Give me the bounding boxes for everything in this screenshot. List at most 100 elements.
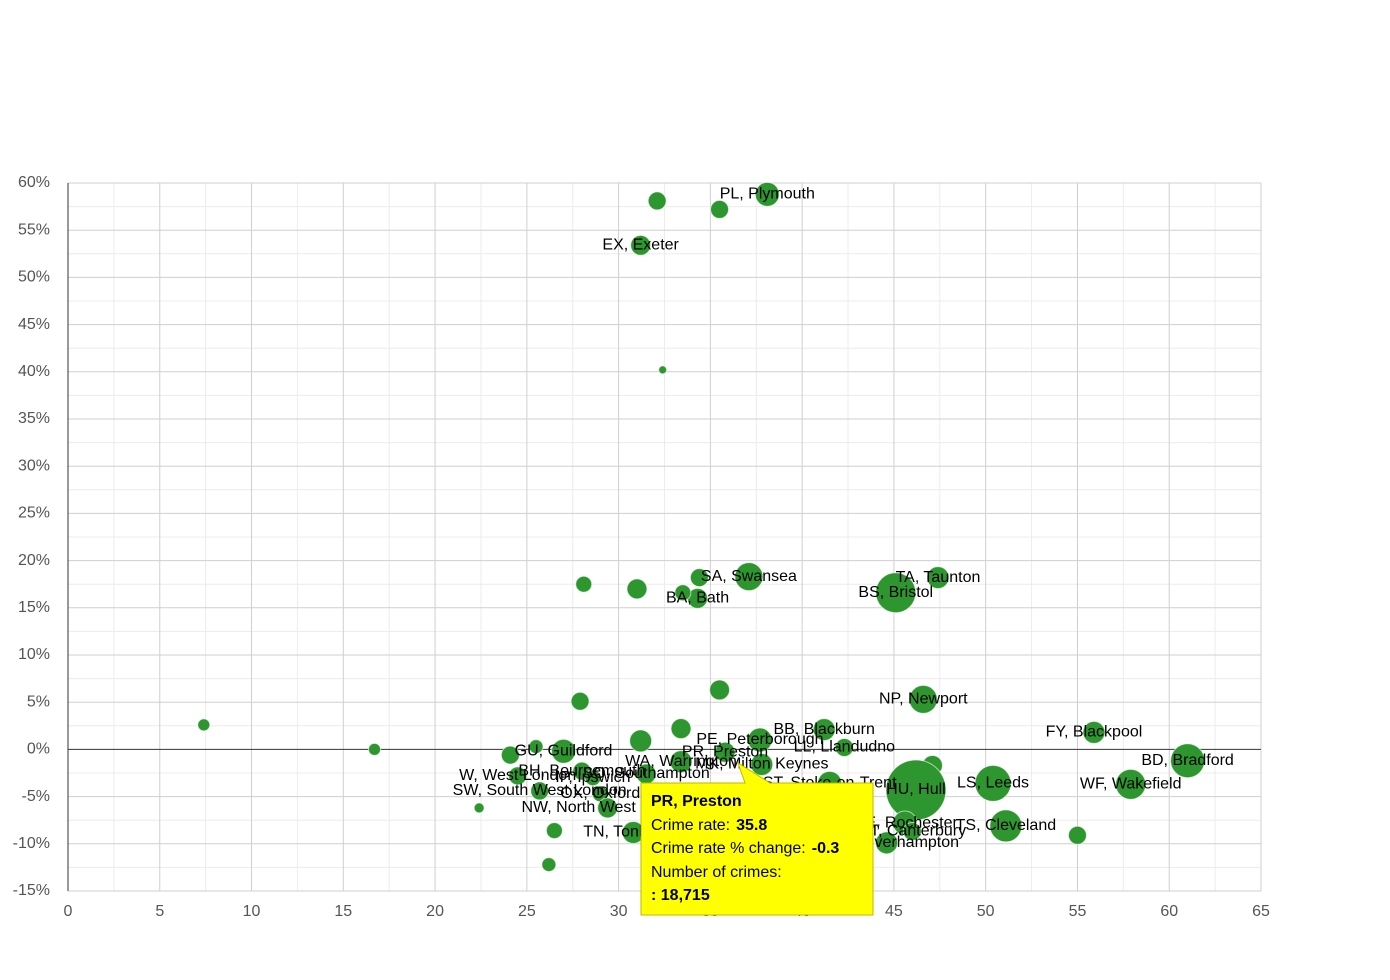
bubble-label: OX, Oxford: [560, 785, 640, 802]
bubble: [747, 727, 773, 753]
bubble: [714, 741, 736, 763]
x-tick-label: 55: [1069, 903, 1087, 920]
x-tick-label: 60: [1160, 903, 1178, 920]
bubble: [689, 568, 709, 588]
bubble: [670, 718, 692, 740]
bubble-label: CT, Canterbury: [858, 823, 966, 840]
bubble-labels: PL, Plymouth EX, Exeter SA, Swansea BA, Bat…: [453, 186, 1234, 852]
bubble-label: EX, Exeter: [602, 237, 679, 254]
bubble-label: FY, Blackpool: [1046, 724, 1143, 741]
bubble-label: ME, Rochester: [852, 814, 958, 831]
tooltip-label: Crime rate % change:: [651, 840, 806, 857]
tooltip-box: [640, 761, 874, 916]
bubble-label: PE, Peterborough: [696, 731, 823, 748]
y-tick-label: -10%: [13, 835, 50, 852]
bubble: [875, 831, 899, 855]
bubble-label: BH, Bournemouth: [518, 762, 645, 779]
x-tick-label: 30: [610, 903, 628, 920]
bubble: [570, 691, 590, 711]
tooltip-title: PR, Preston: [651, 793, 742, 810]
bubble: [709, 679, 731, 701]
bubble-label: WF, Wakefield: [1080, 776, 1182, 793]
bubble: [974, 764, 1012, 802]
tooltip-label: Crime rate:: [651, 817, 730, 834]
bubble-label: LS, Leeds: [957, 775, 1029, 792]
bubble-label: SA, Swansea: [701, 568, 797, 585]
bubble: [669, 750, 693, 774]
bubble: [528, 739, 544, 755]
x-tick-label: 15: [334, 903, 352, 920]
bubble: [1067, 825, 1087, 845]
bubble: [629, 729, 653, 753]
x-tick-label: 45: [885, 903, 903, 920]
bubble: [473, 802, 485, 814]
bubble-label: BB, Blackburn: [773, 721, 874, 738]
y-tick-label: 30%: [18, 457, 50, 474]
bubble: [584, 769, 602, 787]
bubble-label: PR, Preston: [682, 743, 768, 760]
bubble: [674, 584, 692, 602]
y-tick-label: -15%: [13, 882, 50, 899]
bubble: [500, 745, 520, 765]
bubble: [754, 181, 780, 207]
bubble: [530, 781, 550, 801]
bubble-label: IP, Ipswich: [555, 769, 630, 786]
x-tick-label: 50: [977, 903, 995, 920]
bubble: [908, 684, 938, 714]
bubble: [658, 365, 668, 375]
y-tick-label: 60%: [18, 174, 50, 191]
bubble-label: LL, Llandudno: [794, 739, 896, 756]
tooltip-value: 35.8: [736, 817, 767, 834]
bubble-label: TA, Taunton: [896, 569, 981, 586]
bubble: [545, 822, 563, 840]
bubble-label: SW, South West London: [453, 782, 627, 799]
y-tick-label: 45%: [18, 316, 50, 333]
bubble: [710, 199, 730, 219]
bubble-label: NP, Newport: [879, 691, 968, 708]
x-tick-label: 65: [1252, 903, 1270, 920]
y-tick-label: 15%: [18, 599, 50, 616]
bubble: [1082, 720, 1106, 744]
x-tick-label: 0: [64, 903, 73, 920]
bubble: [1115, 768, 1147, 800]
bubble: [508, 766, 528, 786]
x-tick-label: 5: [155, 903, 164, 920]
y-tick-label: 10%: [18, 646, 50, 663]
bubble: [989, 809, 1023, 843]
bubble: [812, 718, 836, 742]
bubble-label: PL, Plymouth: [720, 186, 815, 203]
bubbles: [197, 181, 1206, 873]
bubble: [875, 572, 917, 614]
y-tick-label: 40%: [18, 363, 50, 380]
bubble-label: WA, Warrington: [625, 753, 737, 770]
bubble-label: GU, Guildford: [515, 743, 613, 760]
y-tick-label: 20%: [18, 552, 50, 569]
bubble-label: SO, Southampton: [583, 765, 710, 782]
bubble: [902, 822, 922, 842]
bubble-label: W, West London: [459, 767, 576, 784]
y-tick-label: -5%: [22, 788, 50, 805]
bubble: [597, 797, 619, 819]
bubble-label: BD, Bradford: [1141, 752, 1233, 769]
bubble: [197, 718, 211, 732]
tooltip-value: : 18,715: [651, 887, 710, 904]
bubble-label: BA, Bath: [666, 590, 729, 607]
y-tick-label: 55%: [18, 221, 50, 238]
tooltip-label: Number of crimes:: [651, 864, 782, 881]
y-tick-label: 25%: [18, 505, 50, 522]
bubble: [750, 753, 774, 777]
bubble: [734, 562, 764, 592]
x-tick-label: 10: [243, 903, 261, 920]
tooltip: PR, Preston Crime rate: 35.8 Crime rate % c…: [640, 761, 874, 916]
y-tick-label: 0%: [27, 741, 50, 758]
bubble-label: MK, Milton Keynes: [695, 756, 828, 773]
bubble: [630, 234, 652, 256]
bubble: [626, 578, 648, 600]
bubble: [926, 566, 950, 590]
y-tick-label: 35%: [18, 410, 50, 427]
bubble-label: BS, Bristol: [858, 584, 933, 601]
bubble: [541, 857, 557, 873]
x-tick-label: 25: [518, 903, 536, 920]
bubble-label: TS, Cleveland: [956, 817, 1057, 834]
